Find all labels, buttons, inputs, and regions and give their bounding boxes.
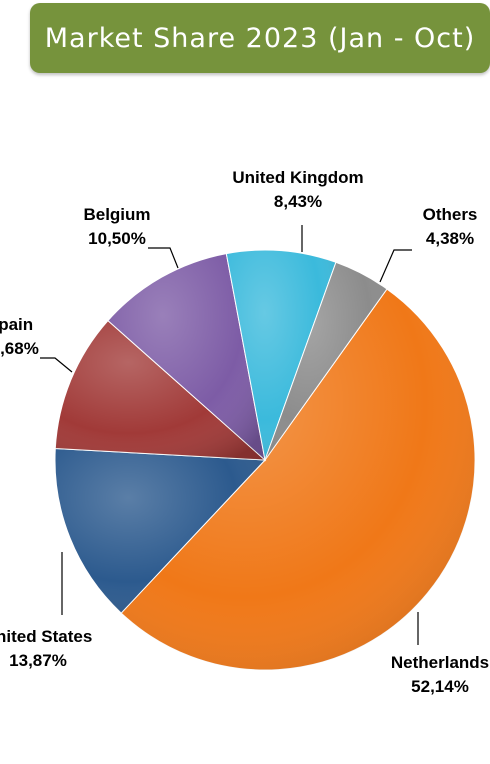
slice-value-united-states: 13,87% bbox=[9, 651, 67, 670]
chart-title: Market Share 2023 (Jan - Oct) bbox=[44, 22, 476, 54]
slice-value-belgium: 10,50% bbox=[88, 229, 146, 248]
slice-label-spain: Spain bbox=[0, 315, 33, 334]
pie-slice-shading bbox=[55, 320, 266, 460]
leader-line-spain bbox=[40, 357, 73, 373]
leader-line-others bbox=[379, 249, 412, 283]
slice-value-netherlands: 52,14% bbox=[411, 677, 469, 696]
pie-slice-shading bbox=[54, 448, 265, 614]
pie-slices bbox=[54, 249, 476, 671]
slice-label-netherlands: Netherlands bbox=[391, 653, 489, 672]
title-banner: Market Share 2023 (Jan - Oct) bbox=[30, 3, 490, 73]
data-labels: Netherlands 52,14% United States 13,87% Spai… bbox=[0, 168, 489, 696]
slice-value-others: 4,38% bbox=[426, 229, 474, 248]
slice-label-belgium: Belgium bbox=[83, 205, 150, 224]
pie-slice-shading bbox=[121, 289, 476, 671]
slice-label-others: Others bbox=[423, 205, 478, 224]
slice-label-united-states: United States bbox=[0, 627, 92, 646]
slice-value-spain: 10,68% bbox=[0, 339, 39, 358]
slice-value-united-kingdom: 8,43% bbox=[274, 192, 322, 211]
pie-slice-shading bbox=[226, 249, 336, 460]
pie-slice-shading bbox=[107, 253, 265, 460]
leader-line-belgium bbox=[148, 247, 179, 269]
pie-slice-shading bbox=[265, 262, 387, 460]
slice-label-united-kingdom: United Kingdom bbox=[232, 168, 363, 187]
leader-lines bbox=[40, 225, 419, 645]
